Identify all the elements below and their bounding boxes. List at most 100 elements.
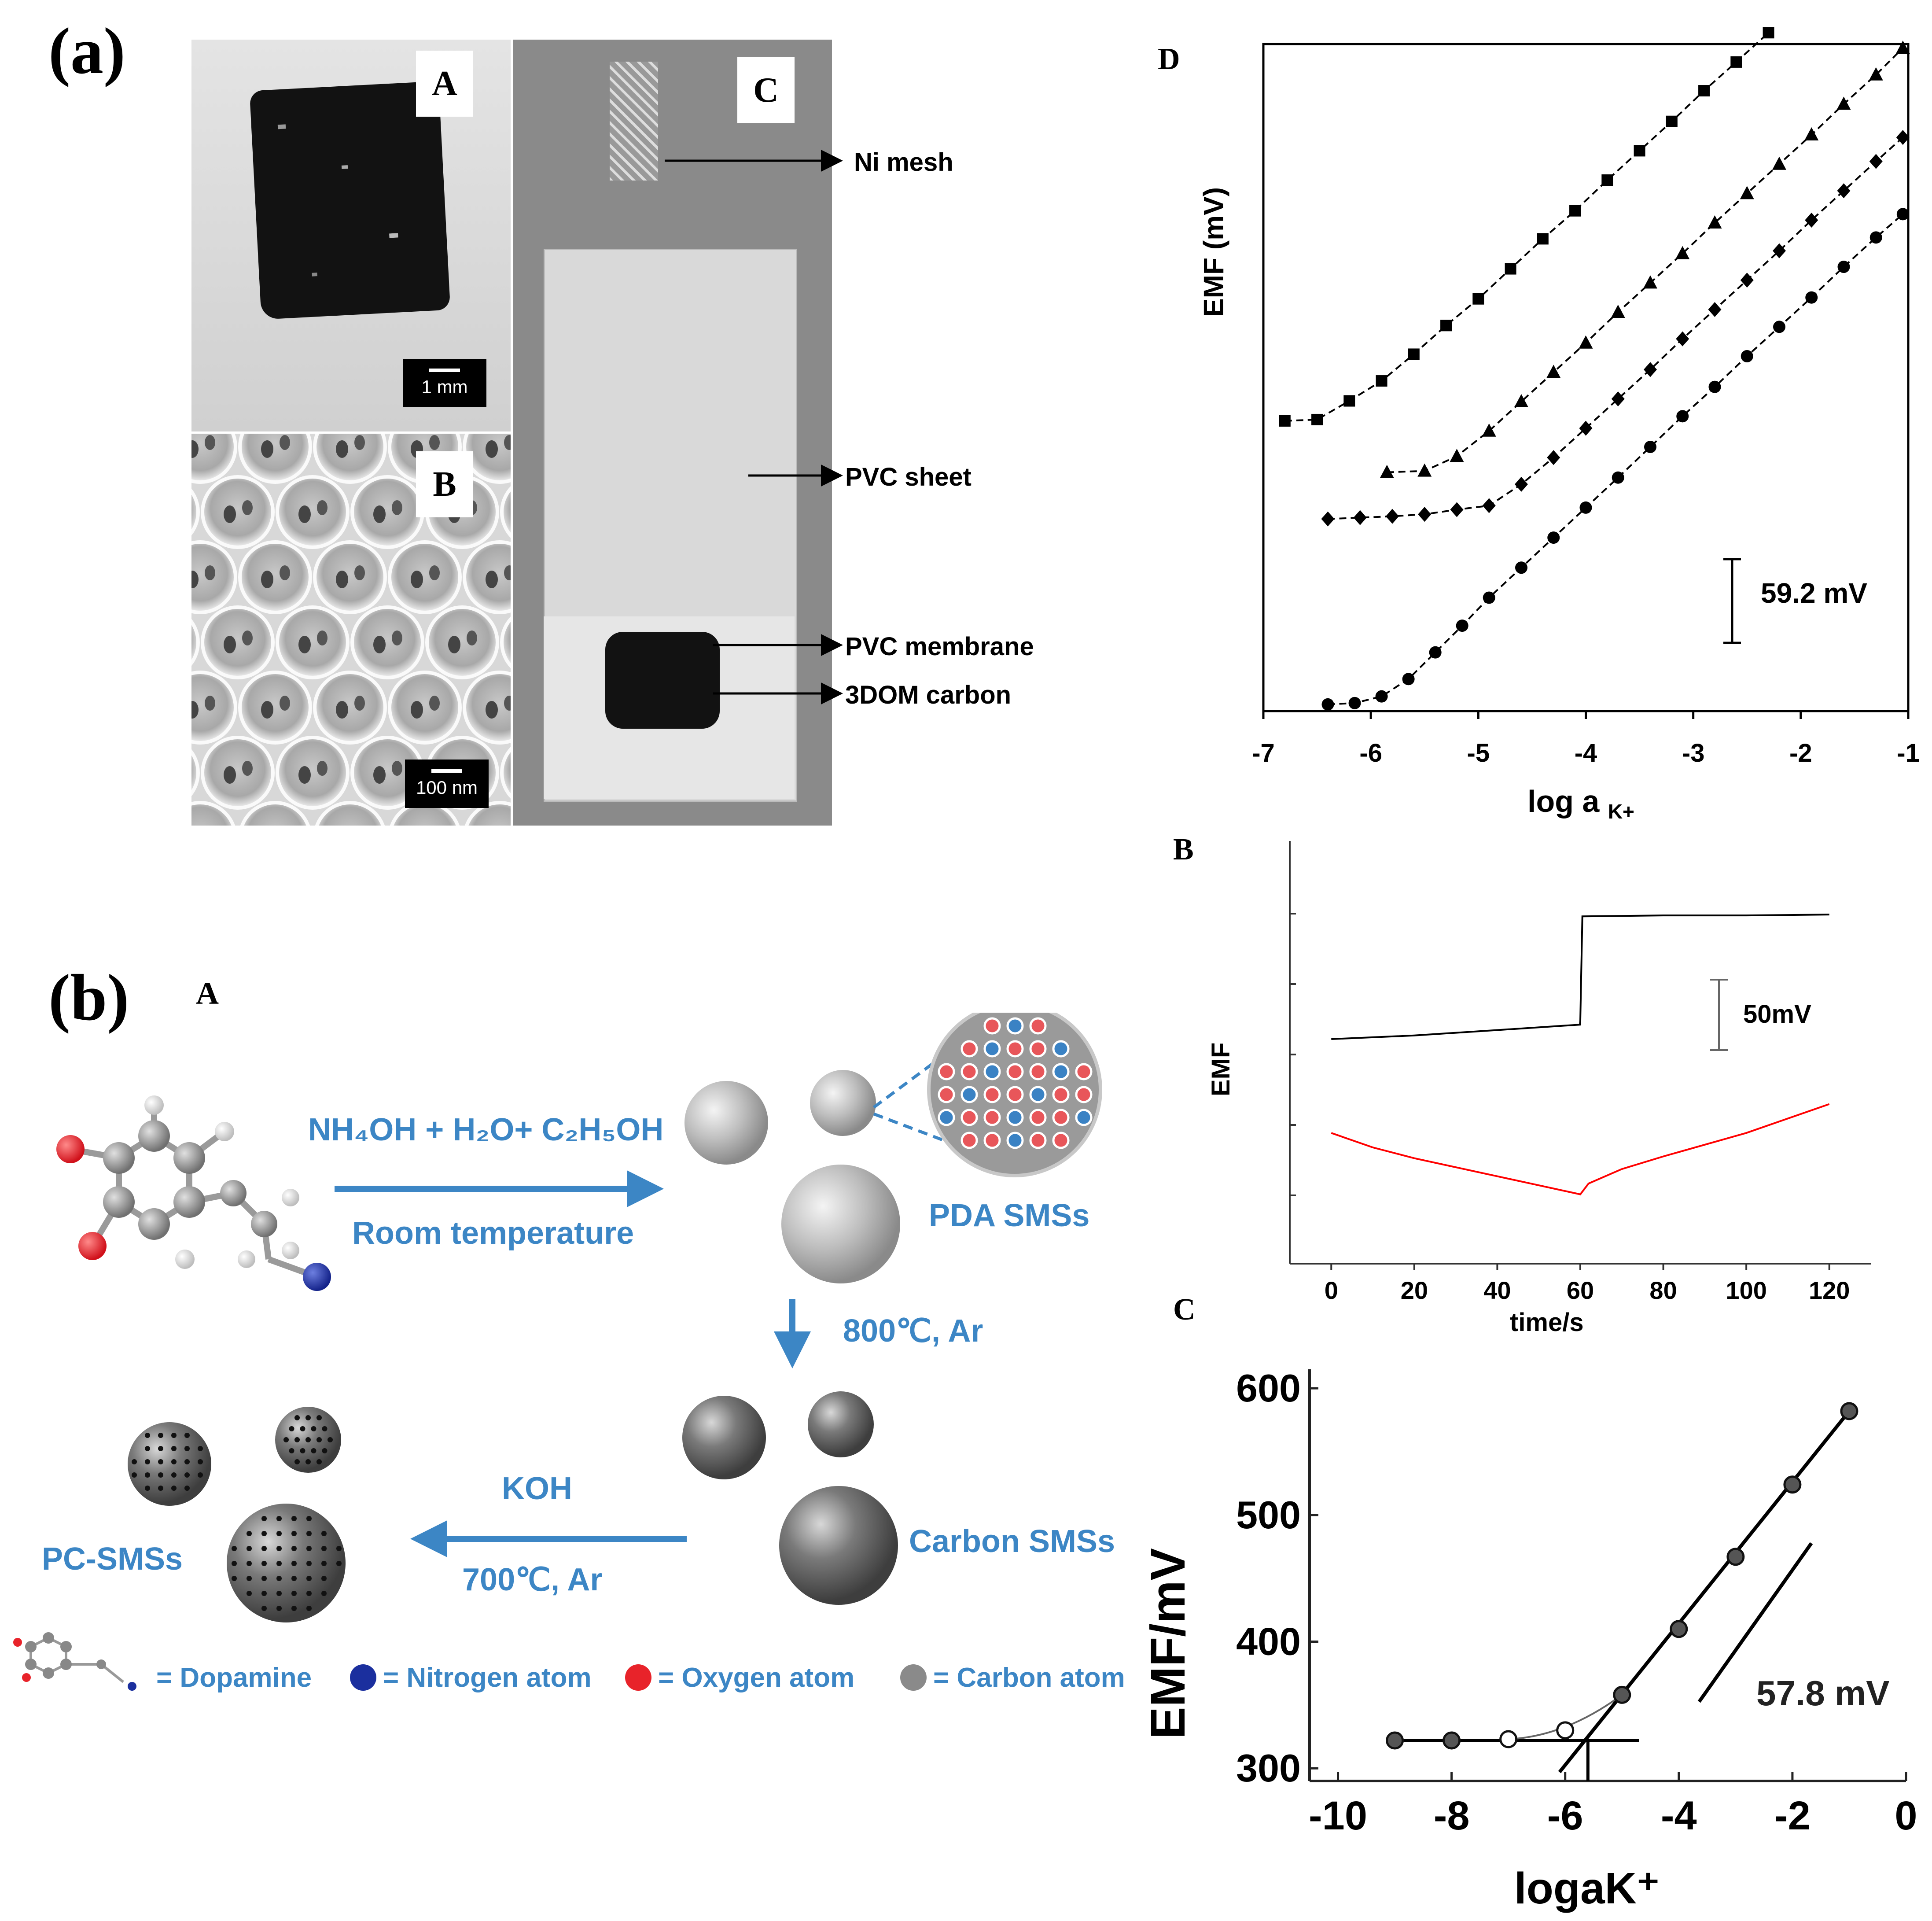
pore-dot (311, 1448, 316, 1453)
pore-dot (306, 1516, 312, 1521)
sem-window (261, 440, 273, 458)
oxygen-dot (938, 1086, 955, 1103)
pore-dot (321, 1561, 327, 1566)
sem-window (336, 571, 348, 588)
chart-d-point-diamond (1611, 391, 1625, 406)
pore-dot (171, 1459, 177, 1464)
pore-dot (291, 1591, 297, 1596)
sem-window (224, 505, 236, 523)
chart-d-point-circle (1708, 380, 1721, 393)
chart-c-xtick-label: -2 (1774, 1793, 1811, 1838)
pore-dot (247, 1591, 252, 1596)
chart-d-point-triangle (1869, 67, 1883, 81)
pore-dot (145, 1486, 150, 1491)
pore-dot (261, 1606, 267, 1611)
pore-dot (294, 1415, 300, 1420)
pore-dot (171, 1446, 177, 1451)
chart-c-panel-label: C (1173, 1293, 1196, 1327)
chart-d-point-triangle (1417, 463, 1432, 477)
chart-d-point-circle (1805, 291, 1818, 304)
chart-d-xtick-label: -5 (1467, 739, 1490, 767)
sem-pore (500, 747, 511, 799)
sem-window (224, 766, 236, 784)
chart-c-slope-reference (1697, 1542, 1813, 1703)
pore-dot (321, 1576, 327, 1581)
chart-d-point-square (1279, 415, 1291, 427)
chart-d-xtick-label: -7 (1252, 739, 1275, 767)
pore-dot (198, 1472, 203, 1478)
pore-dot (289, 1448, 294, 1453)
sem-window (429, 696, 440, 711)
sem-window (504, 435, 511, 450)
chart-d-point-diamond (1676, 331, 1689, 347)
sem-pore (350, 605, 424, 679)
chart-c-ytick-label: 300 (1236, 1746, 1301, 1790)
chart-d-point-circle (1676, 410, 1689, 423)
chart-d-point-circle (1321, 698, 1334, 711)
pore-dot (247, 1561, 252, 1566)
chart-d-point-square (1408, 348, 1420, 360)
zoom-circle (927, 1013, 1102, 1177)
chart-c-point (1443, 1731, 1461, 1750)
arrow3-condition: 700℃, Ar (462, 1562, 603, 1597)
pore-dot (171, 1472, 177, 1478)
pore-dot (316, 1415, 322, 1420)
chart-d-point-triangle (1772, 156, 1786, 170)
pore-dot (283, 1437, 289, 1442)
chart-d-point-circle (1402, 673, 1415, 686)
oxygen-dot (1075, 1063, 1093, 1080)
chart-d-point-triangle (1611, 305, 1625, 318)
pore-dot (198, 1446, 203, 1451)
pore-dot (145, 1459, 150, 1464)
sem-pore (463, 434, 511, 484)
oxygen-dot (983, 1132, 1001, 1149)
sem-window (392, 761, 402, 776)
sem-window (242, 761, 253, 776)
chart-d-point-triangle (1380, 465, 1394, 478)
callout-pvc-membrane: PVC membrane (845, 632, 1034, 661)
sem-pore-array (191, 434, 511, 826)
callout-arrows (665, 150, 843, 704)
chart-c-point (1499, 1730, 1518, 1748)
sem-pore (240, 801, 310, 826)
pore-dot (306, 1606, 312, 1611)
chart-b-xtick-label: 80 (1649, 1276, 1677, 1304)
sem-pore (313, 434, 387, 484)
chart-c: -10 -8 -6 -4 -2 0 300 400 500 600 (1236, 1366, 1917, 1838)
oxygen-dot (983, 1109, 1001, 1126)
3dom-carbon-piece (605, 632, 720, 729)
sem-pore (191, 488, 200, 536)
chart-d-point-diamond (1482, 498, 1496, 513)
carbon-spheres (682, 1391, 898, 1605)
oxygen-dot (1029, 1109, 1047, 1126)
nitrogen-dot (1052, 1040, 1070, 1058)
pore-dot (291, 1516, 297, 1521)
sem-window (280, 435, 290, 450)
chart-d-point-square (1376, 375, 1387, 387)
chart-d-point-square (1763, 27, 1774, 39)
legend-carbon-label: = Carbon atom (933, 1663, 1125, 1693)
pore-dot (316, 1437, 322, 1442)
chart-d-point-triangle (1740, 186, 1754, 199)
oxygen-dot (960, 1109, 978, 1126)
sem-window (336, 440, 348, 458)
pore-dot (305, 1437, 311, 1442)
figure-label-b: (b) (48, 961, 129, 1034)
chart-b-xtick-label: 40 (1483, 1276, 1511, 1304)
pore-dot (305, 1415, 311, 1420)
chart-d-series-0-fit (1284, 32, 1769, 422)
chart-d-point-square (1601, 174, 1613, 186)
sem-window (242, 631, 253, 645)
pore-dot (322, 1448, 328, 1453)
chart-d-series-2-fit (1328, 136, 1904, 520)
chart-d-point-diamond (1547, 450, 1560, 465)
sem-window (261, 701, 273, 719)
oxygen-dot (960, 1132, 978, 1149)
nitrogen-dot (938, 1109, 955, 1126)
pore-dot (184, 1433, 190, 1438)
sem-window (298, 636, 311, 653)
chart-d: -7 -6 -5 -4 -3 -2 -1 (1252, 27, 1920, 767)
chart-d-xtick-label: -4 (1575, 739, 1597, 767)
panel-a-label-B: B (416, 451, 473, 517)
scalebar-100nm: 100 nm (405, 760, 489, 808)
